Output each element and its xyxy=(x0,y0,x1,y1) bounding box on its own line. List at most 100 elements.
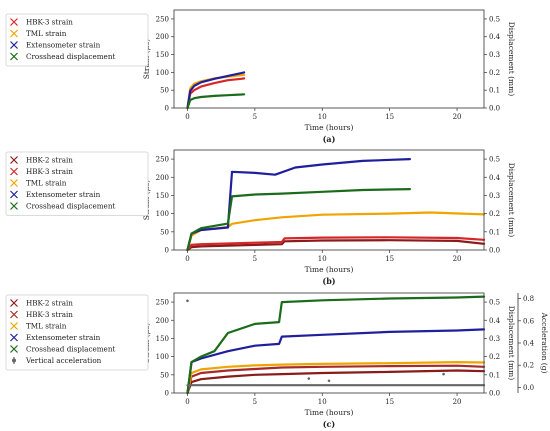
legend-label: TML strain xyxy=(26,179,67,188)
legend-marker xyxy=(10,41,18,49)
panel-label: (a) xyxy=(323,134,336,144)
legend-label: TML strain xyxy=(26,29,67,38)
y-tick-label: 200 xyxy=(156,33,169,41)
x-tick-label: 15 xyxy=(385,113,394,121)
y2-tick-label: 0.2 xyxy=(489,210,500,218)
legend-label: HBK-2 strain xyxy=(26,299,73,308)
y2-tick-label: 0.0 xyxy=(489,390,500,398)
legend-marker xyxy=(10,156,18,164)
y2-tick-label: 0.4 xyxy=(489,33,501,41)
y2-tick-label: 0.0 xyxy=(489,105,500,113)
legend-marker xyxy=(10,29,18,38)
x-axis-label: Time (hours) xyxy=(305,265,354,274)
legend-label: Vertical acceleration xyxy=(25,356,102,365)
y-tick-label: 100 xyxy=(156,69,169,77)
x-tick-label: 15 xyxy=(385,398,394,406)
y3-tick-label: 0.4 xyxy=(523,340,535,348)
y-tick-label: 0 xyxy=(165,105,169,113)
legend-marker xyxy=(10,18,18,26)
plot-frame xyxy=(173,149,485,251)
series-line-2 xyxy=(186,364,486,395)
series-line-4 xyxy=(186,328,486,395)
series-line-2 xyxy=(186,236,486,252)
x-axis-label: Time (hours) xyxy=(305,123,354,132)
y3-tick-label: 0.6 xyxy=(523,317,535,325)
legend-label: HBK-2 strain xyxy=(26,156,73,165)
y3-tick-label: 0.2 xyxy=(523,362,534,370)
y-tick-label: 0 xyxy=(165,247,169,255)
y2-tick-label: 0.1 xyxy=(489,371,500,379)
x-tick-label: 0 xyxy=(185,398,189,406)
legend-marker xyxy=(10,333,18,342)
y2-tick-label: 0.1 xyxy=(489,87,500,95)
y2-tick-label: 0.5 xyxy=(489,156,500,164)
y-tick-label: 150 xyxy=(156,335,169,343)
x-tick-label: 20 xyxy=(453,255,462,263)
y2-tick-label: 0.5 xyxy=(489,15,500,23)
y2-axis-label: Displacement (mm) xyxy=(507,163,516,237)
legend-box xyxy=(5,151,149,216)
legend-marker xyxy=(10,179,18,187)
legend-label: HBK-3 strain xyxy=(26,18,73,27)
y-tick-label: 150 xyxy=(156,192,169,200)
legend-label: Extensometer strain xyxy=(26,41,101,50)
panel-label: (b) xyxy=(322,276,335,286)
chart-panel-3: 0 5 10 15 200501001502002500.00.10.20.30.40.… xyxy=(5,292,549,429)
legend-label: Crosshead displacement xyxy=(26,345,115,354)
y-tick-label: 250 xyxy=(156,299,169,307)
legend-label: HBK-3 strain xyxy=(26,167,73,176)
x-axis-label: Time (hours) xyxy=(305,408,354,417)
x-tick-label: 5 xyxy=(253,398,257,406)
x-tick-label: 0 xyxy=(185,113,189,121)
panel-label: (c) xyxy=(323,419,336,429)
legend-marker xyxy=(10,202,18,210)
y2-tick-label: 0.0 xyxy=(489,247,500,255)
x-tick-label: 20 xyxy=(453,398,462,406)
legend-label: TML strain xyxy=(26,322,67,331)
y-tick-label: 200 xyxy=(156,317,169,325)
chart-panel-2: 0 5 10 15 200501001502002500.00.10.20.30.40.… xyxy=(5,149,516,286)
y-tick-label: 100 xyxy=(156,353,169,361)
y2-tick-label: 0.4 xyxy=(489,317,501,325)
legend-marker xyxy=(10,52,18,61)
series-outlier-point xyxy=(307,377,311,380)
y-tick-label: 200 xyxy=(156,174,169,182)
legend-marker xyxy=(10,299,18,307)
y-tick-label: 50 xyxy=(160,371,169,379)
y2-tick-label: 0.5 xyxy=(489,299,500,307)
y2-tick-label: 0.2 xyxy=(489,353,500,361)
legend-marker xyxy=(10,310,18,319)
y2-tick-label: 0.3 xyxy=(489,51,500,59)
y2-axis-label: Displacement (mm) xyxy=(507,306,516,380)
y3-tick-label: 0.8 xyxy=(523,295,534,303)
y2-tick-label: 0.3 xyxy=(489,335,500,343)
series-line-1 xyxy=(186,239,486,252)
chart-panel-1: 0 5 10 15 200501001502002500.00.10.20.30.40.… xyxy=(5,9,516,144)
series-line-3 xyxy=(186,361,486,395)
y2-tick-label: 0.4 xyxy=(489,174,501,182)
series-outlier-point xyxy=(327,379,331,383)
x-tick-label: 10 xyxy=(318,398,327,406)
legend-label: Crosshead displacement xyxy=(26,202,115,211)
series-outlier-point xyxy=(186,299,189,303)
y3-tick-label: 0.0 xyxy=(523,384,534,392)
y-tick-label: 250 xyxy=(156,156,169,164)
y-tick-label: 250 xyxy=(156,15,169,23)
plot-frame xyxy=(173,292,485,394)
y3-axis-label: Acceleration (g) xyxy=(540,312,549,374)
y-tick-label: 0 xyxy=(165,390,169,398)
series-line-5 xyxy=(186,188,411,252)
plot-frame xyxy=(173,9,485,109)
x-tick-label: 10 xyxy=(318,255,327,263)
legend-label: HBK-3 strain xyxy=(26,310,73,319)
legend-box xyxy=(5,294,149,371)
series-line-1 xyxy=(186,369,486,395)
y-tick-label: 150 xyxy=(156,51,169,59)
legend-label: Crosshead displacement xyxy=(26,52,115,61)
x-tick-label: 5 xyxy=(253,255,257,263)
y-tick-label: 50 xyxy=(160,228,169,236)
legend-marker xyxy=(10,322,18,330)
legend-marker xyxy=(10,190,18,199)
y2-tick-label: 0.3 xyxy=(489,192,500,200)
legend-label: Extensometer strain xyxy=(26,190,101,199)
